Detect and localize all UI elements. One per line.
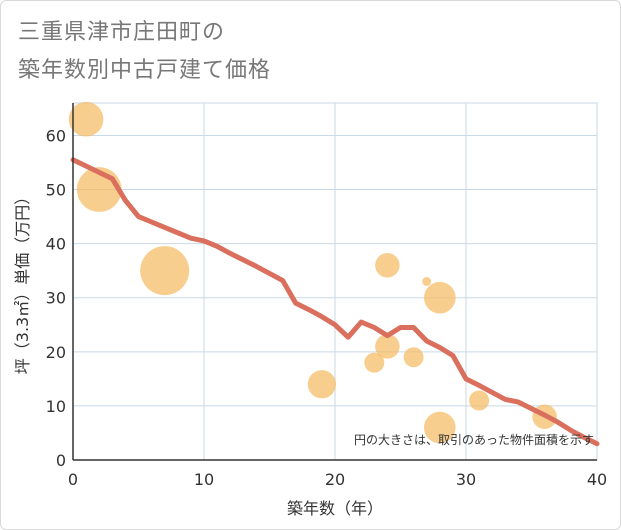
x-tick-label: 0 (68, 470, 78, 489)
x-tick-label: 40 (587, 470, 607, 489)
data-point (403, 347, 424, 368)
x-tick-label: 30 (456, 470, 476, 489)
trend-line (70, 157, 600, 447)
data-point (307, 370, 337, 399)
y-tick-label: 0 (56, 451, 66, 470)
data-point (422, 277, 432, 286)
size-note: 円の大きさは、取引のあった物件面積を示す (354, 432, 594, 447)
tick-labels: 0 10 20 30 40 0 10 20 30 40 50 60 (46, 126, 608, 489)
data-point (375, 334, 400, 359)
data-point (423, 281, 456, 314)
data-point (68, 101, 104, 137)
y-tick-label: 30 (46, 289, 66, 308)
data-point (140, 246, 190, 296)
x-tick-label: 10 (194, 470, 214, 489)
chart-title: 三重県津市庄田町の 築年数別中古戸建て価格 (18, 20, 272, 83)
x-axis-label: 築年数（年） (287, 499, 383, 518)
y-tick-label: 50 (46, 181, 66, 200)
y-tick-label: 20 (46, 343, 66, 362)
y-tick-label: 60 (46, 126, 66, 145)
data-point (364, 352, 385, 373)
data-point (469, 390, 490, 411)
y-tick-label: 10 (46, 397, 66, 416)
axes (72, 103, 597, 461)
x-tick-label: 20 (325, 470, 345, 489)
y-axis-label: 坪（3.3㎡）単価（万円） (13, 189, 32, 374)
data-point (375, 253, 400, 278)
data-point (423, 411, 456, 444)
bubbles (68, 101, 557, 444)
y-tick-label: 40 (46, 235, 66, 254)
